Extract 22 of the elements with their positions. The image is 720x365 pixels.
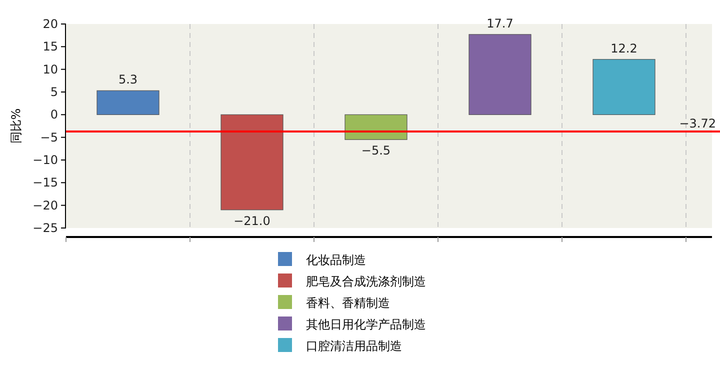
y-tick-label: −25 (32, 221, 58, 235)
ref-line-label: −3.72 (679, 116, 716, 131)
y-tick-label: 0 (50, 108, 58, 122)
text: −5.5 (361, 144, 391, 158)
text: −21.0 (234, 214, 270, 228)
y-tick-label: −10 (32, 153, 58, 167)
y-tick-label: 20 (42, 17, 58, 31)
legend-label: 其他日用化学产品制造 (306, 318, 426, 332)
y-tick-label: −20 (32, 198, 58, 212)
y-tick-label: −5 (40, 130, 58, 144)
y-tick-label: −15 (32, 176, 58, 190)
y-tick-label: 5 (50, 85, 58, 99)
y-tick-label: 10 (42, 62, 58, 76)
legend-label: 口腔清洁用品制造 (306, 339, 402, 353)
text: 12.2 (610, 41, 638, 56)
legend-label: 化妆品制造 (306, 253, 366, 267)
y-axis-title: 同比% (9, 108, 23, 144)
y-tick-label: 15 (42, 40, 58, 54)
legend-label: 香料、香精制造 (306, 296, 390, 310)
text: 5.3 (118, 72, 138, 87)
text: 17.7 (486, 16, 514, 30)
legend-label: 肥皂及合成洗涤剂制造 (306, 274, 426, 288)
